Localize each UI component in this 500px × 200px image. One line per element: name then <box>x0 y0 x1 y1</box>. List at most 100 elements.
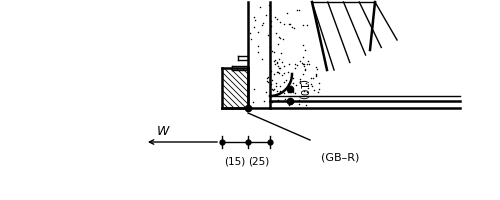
Point <box>298 23 306 26</box>
Point <box>289 91 297 94</box>
Point <box>274 42 281 46</box>
Point <box>286 23 294 26</box>
Point <box>280 65 287 68</box>
Point <box>296 81 304 84</box>
Point <box>288 25 296 29</box>
Point <box>300 64 308 67</box>
Point <box>284 90 292 94</box>
Point <box>286 22 294 25</box>
Point <box>312 73 320 77</box>
Point <box>276 66 283 69</box>
Point <box>274 71 281 74</box>
Point <box>266 46 274 49</box>
Point <box>262 76 270 79</box>
Point <box>304 59 312 62</box>
Point <box>260 100 268 103</box>
Point <box>304 62 312 65</box>
Point <box>272 82 280 85</box>
Point <box>298 72 306 75</box>
Point <box>272 17 280 20</box>
Point <box>270 15 278 18</box>
Point <box>300 63 308 66</box>
Point <box>276 37 284 40</box>
Point <box>264 81 272 84</box>
Point <box>262 14 270 17</box>
Point <box>272 31 280 34</box>
Point <box>276 84 284 87</box>
Point <box>301 68 309 71</box>
Point <box>269 88 277 92</box>
Point <box>314 90 322 94</box>
Point <box>270 50 278 53</box>
Point <box>272 84 280 87</box>
Point <box>296 59 304 63</box>
Point <box>310 77 318 80</box>
Point <box>298 62 306 65</box>
Point <box>296 77 304 80</box>
Point <box>304 87 312 90</box>
Text: (25): (25) <box>248 156 270 166</box>
Point <box>287 84 295 87</box>
Point <box>285 62 293 65</box>
Point <box>284 87 292 90</box>
Point <box>286 88 294 91</box>
Point <box>285 104 293 107</box>
Point <box>284 70 292 74</box>
Text: (10): (10) <box>298 79 308 101</box>
Point <box>294 8 302 12</box>
Point <box>274 71 282 74</box>
Point <box>266 82 274 85</box>
Point <box>296 80 304 83</box>
Point <box>314 67 322 71</box>
Point <box>284 83 292 86</box>
Point <box>287 87 295 90</box>
Point <box>250 15 258 18</box>
Point <box>277 51 285 54</box>
Point <box>268 49 276 52</box>
Point <box>264 76 272 79</box>
Point <box>280 91 288 94</box>
Point <box>273 62 281 65</box>
Point <box>254 44 262 47</box>
Point <box>281 97 289 101</box>
Point <box>285 82 293 85</box>
Point <box>273 61 281 64</box>
Point <box>280 71 288 74</box>
Point <box>250 25 258 28</box>
Point <box>270 87 278 90</box>
Point <box>258 23 266 26</box>
Point <box>264 80 272 83</box>
Point <box>254 51 262 54</box>
Point <box>270 59 278 63</box>
Point <box>265 3 273 6</box>
Point <box>291 62 299 65</box>
Point <box>275 57 283 61</box>
Point <box>291 67 299 70</box>
Point <box>289 89 297 92</box>
Point <box>290 27 298 30</box>
Point <box>299 62 307 65</box>
Point <box>280 22 288 25</box>
Point <box>292 9 300 12</box>
Point <box>248 37 256 40</box>
Point <box>250 88 258 91</box>
Point <box>302 48 310 52</box>
Point <box>288 81 296 84</box>
Point <box>272 62 280 65</box>
Point <box>302 81 310 84</box>
Text: W: W <box>157 125 169 138</box>
Point <box>272 59 280 62</box>
Point <box>302 104 310 107</box>
Point <box>276 67 284 70</box>
Point <box>278 61 286 64</box>
Point <box>282 78 290 81</box>
Point <box>274 89 281 92</box>
Point <box>283 12 291 15</box>
Point <box>270 73 278 76</box>
Point <box>299 56 307 59</box>
Point <box>310 89 318 92</box>
Point <box>268 87 276 91</box>
Point <box>274 99 282 102</box>
Point <box>252 18 260 21</box>
Point <box>267 69 275 72</box>
